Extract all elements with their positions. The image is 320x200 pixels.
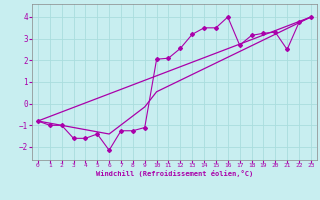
X-axis label: Windchill (Refroidissement éolien,°C): Windchill (Refroidissement éolien,°C): [96, 170, 253, 177]
